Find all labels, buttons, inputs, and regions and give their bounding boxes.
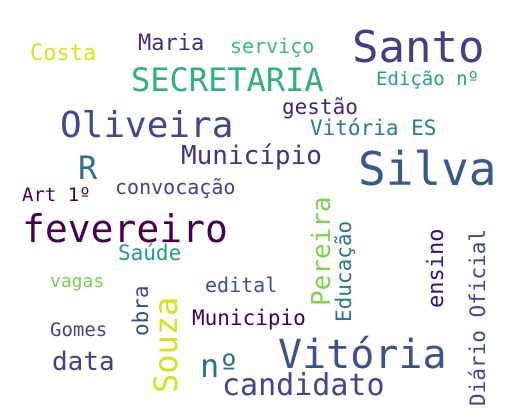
word-fevereiro: fevereiro (22, 207, 228, 251)
word-santo: Santo (352, 22, 485, 73)
word-servico: serviço (230, 34, 315, 58)
word-art-1: Art 1º (22, 184, 91, 206)
word-obra: obra (129, 285, 153, 336)
word-numero: nº (200, 347, 239, 385)
word-saude: Saúde (118, 241, 182, 265)
word-municipio: Município (181, 141, 322, 171)
word-diario-oficial: Diário Oficial (466, 228, 490, 406)
word-oliveira: Oliveira (60, 105, 234, 146)
word-souza: Souza (147, 296, 185, 393)
word-gomes: Gomes (50, 319, 108, 341)
word-costa: Costa (30, 41, 97, 66)
word-vitoria-es: Vitória ES (310, 116, 437, 140)
word-vitoria: Vitória (278, 332, 447, 378)
word-municipio-lower: Municipio (192, 306, 306, 330)
word-ensino: ensino (424, 228, 449, 308)
word-secretaria: SECRETARIA (131, 61, 324, 99)
word-edicao-n: Edição nº (376, 68, 479, 90)
word-convocacao: convocação (115, 175, 236, 199)
word-r: R (78, 149, 98, 187)
word-silva: Silva (358, 142, 497, 196)
word-data: data (52, 347, 115, 377)
word-maria: Maria (138, 31, 205, 56)
word-candidato: candidato (222, 368, 385, 403)
word-gestao: gestão (282, 95, 358, 119)
word-educacao: Educação (332, 220, 356, 322)
word-edital: edital (205, 273, 278, 297)
word-vagas: vagas (50, 271, 105, 292)
